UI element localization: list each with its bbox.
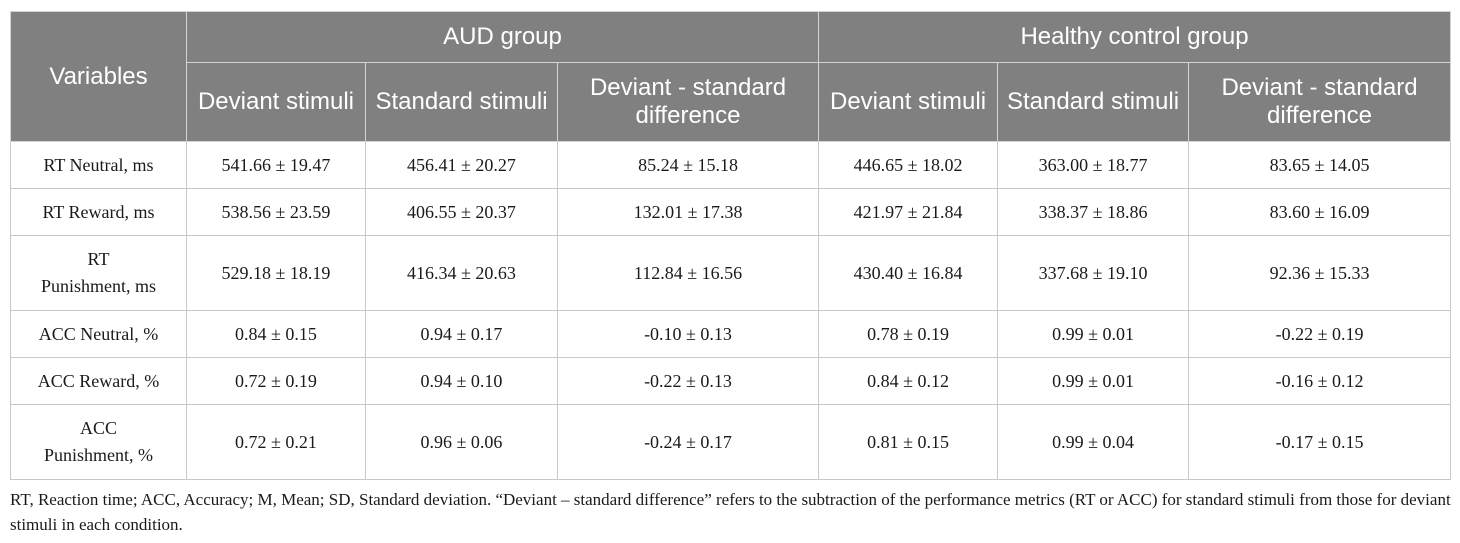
table-footnote: RT, Reaction time; ACC, Accuracy; M, Mea… bbox=[10, 490, 1451, 534]
cell-hc-deviant: 0.81 ± 0.15 bbox=[818, 404, 999, 480]
row-label: RT Punishment, ms bbox=[10, 235, 187, 311]
cell-hc-difference: -0.17 ± 0.15 bbox=[1188, 404, 1452, 480]
header-aud-standard: Standard stimuli bbox=[365, 62, 558, 142]
header-hc-group: Healthy control group bbox=[818, 11, 1452, 63]
cell-aud-standard: 406.55 ± 20.37 bbox=[365, 188, 558, 236]
cell-hc-deviant: 0.84 ± 0.12 bbox=[818, 357, 999, 405]
cell-hc-standard: 363.00 ± 18.77 bbox=[997, 141, 1190, 189]
table-row: ACC Punishment, % 0.72 ± 0.21 0.96 ± 0.0… bbox=[10, 404, 1452, 480]
cell-hc-standard: 338.37 ± 18.86 bbox=[997, 188, 1190, 236]
header-variables: Variables bbox=[10, 11, 187, 142]
cell-hc-difference: 92.36 ± 15.33 bbox=[1188, 235, 1452, 311]
cell-hc-difference: -0.22 ± 0.19 bbox=[1188, 310, 1452, 358]
cell-hc-standard: 0.99 ± 0.04 bbox=[997, 404, 1190, 480]
cell-aud-difference: -0.10 ± 0.13 bbox=[556, 310, 820, 358]
table-row: RT Neutral, ms 541.66 ± 19.47 456.41 ± 2… bbox=[10, 141, 1452, 189]
cell-aud-difference: -0.24 ± 0.17 bbox=[556, 404, 820, 480]
row-label: RT Reward, ms bbox=[10, 188, 187, 236]
table-row: RT Reward, ms 538.56 ± 23.59 406.55 ± 20… bbox=[10, 188, 1452, 236]
cell-aud-difference: 132.01 ± 17.38 bbox=[556, 188, 820, 236]
cell-aud-standard: 416.34 ± 20.63 bbox=[365, 235, 558, 311]
table-container: Variables AUD group Healthy control grou… bbox=[10, 11, 1452, 480]
header-aud-deviant: Deviant stimuli bbox=[186, 62, 366, 142]
row-label: RT Neutral, ms bbox=[10, 141, 187, 189]
header-aud-group: AUD group bbox=[185, 11, 820, 63]
table-row: RT Punishment, ms 529.18 ± 18.19 416.34 … bbox=[10, 235, 1452, 311]
cell-aud-deviant: 0.84 ± 0.15 bbox=[186, 310, 366, 358]
cell-aud-deviant: 541.66 ± 19.47 bbox=[186, 141, 366, 189]
cell-hc-standard: 0.99 ± 0.01 bbox=[997, 310, 1190, 358]
cell-hc-deviant: 0.78 ± 0.19 bbox=[818, 310, 999, 358]
cell-hc-standard: 337.68 ± 19.10 bbox=[997, 235, 1190, 311]
header-row-groups: Variables AUD group Healthy control grou… bbox=[10, 11, 1452, 142]
cell-aud-difference: 85.24 ± 15.18 bbox=[556, 141, 820, 189]
cell-aud-deviant: 538.56 ± 23.59 bbox=[186, 188, 366, 236]
cell-hc-difference: -0.16 ± 0.12 bbox=[1188, 357, 1452, 405]
cell-hc-deviant: 421.97 ± 21.84 bbox=[818, 188, 999, 236]
cell-hc-standard: 0.99 ± 0.01 bbox=[997, 357, 1190, 405]
cell-aud-standard: 0.96 ± 0.06 bbox=[365, 404, 558, 480]
header-hc-standard: Standard stimuli bbox=[997, 62, 1190, 142]
header-aud-difference: Deviant - standard difference bbox=[556, 62, 820, 142]
results-table: Variables AUD group Healthy control grou… bbox=[10, 11, 1452, 480]
cell-aud-difference: 112.84 ± 16.56 bbox=[556, 235, 820, 311]
cell-aud-deviant: 529.18 ± 18.19 bbox=[186, 235, 366, 311]
cell-aud-deviant: 0.72 ± 0.19 bbox=[186, 357, 366, 405]
row-label: ACC Neutral, % bbox=[10, 310, 187, 358]
table-row: ACC Neutral, % 0.84 ± 0.15 0.94 ± 0.17 -… bbox=[10, 310, 1452, 358]
cell-hc-difference: 83.65 ± 14.05 bbox=[1188, 141, 1452, 189]
cell-hc-difference: 83.60 ± 16.09 bbox=[1188, 188, 1452, 236]
cell-aud-standard: 456.41 ± 20.27 bbox=[365, 141, 558, 189]
table-row: ACC Reward, % 0.72 ± 0.19 0.94 ± 0.10 -0… bbox=[10, 357, 1452, 405]
cell-hc-deviant: 446.65 ± 18.02 bbox=[818, 141, 999, 189]
row-label: ACC Punishment, % bbox=[10, 404, 187, 480]
cell-aud-standard: 0.94 ± 0.17 bbox=[365, 310, 558, 358]
header-hc-deviant: Deviant stimuli bbox=[818, 62, 999, 142]
cell-hc-deviant: 430.40 ± 16.84 bbox=[818, 235, 999, 311]
cell-aud-difference: -0.22 ± 0.13 bbox=[556, 357, 820, 405]
header-row-columns: Deviant stimuli Standard stimuli Deviant… bbox=[11, 62, 1452, 142]
cell-aud-standard: 0.94 ± 0.10 bbox=[365, 357, 558, 405]
header-hc-difference: Deviant - standard difference bbox=[1188, 62, 1452, 142]
row-label: ACC Reward, % bbox=[10, 357, 187, 405]
cell-aud-deviant: 0.72 ± 0.21 bbox=[186, 404, 366, 480]
